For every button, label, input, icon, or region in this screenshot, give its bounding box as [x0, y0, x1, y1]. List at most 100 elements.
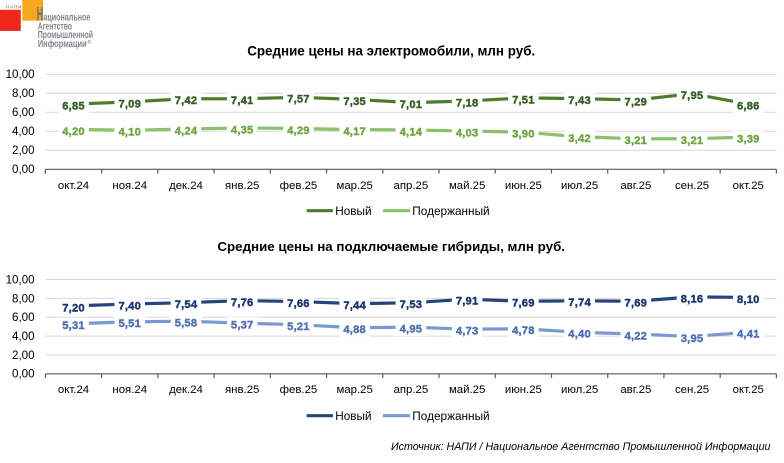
svg-text:0,00: 0,00 [12, 163, 35, 176]
svg-text:апр.25: апр.25 [394, 384, 429, 396]
svg-text:7,69: 7,69 [512, 298, 535, 310]
svg-text:7,43: 7,43 [568, 95, 591, 107]
svg-text:4,41: 4,41 [737, 329, 760, 341]
svg-text:7,95: 7,95 [681, 90, 704, 102]
svg-text:4,17: 4,17 [343, 126, 366, 138]
svg-text:Средние цены на подключаемые г: Средние цены на подключаемые гибриды, мл… [217, 239, 565, 254]
svg-text:7,44: 7,44 [343, 300, 366, 312]
svg-text:ноя.24: ноя.24 [112, 384, 147, 396]
svg-text:7,54: 7,54 [175, 299, 198, 311]
svg-text:4,88: 4,88 [343, 324, 366, 336]
svg-text:7,20: 7,20 [62, 302, 85, 314]
svg-text:5,51: 5,51 [118, 318, 141, 330]
svg-text:Новый: Новый [335, 409, 371, 423]
svg-text:Промышленной: Промышленной [38, 30, 93, 41]
svg-text:7,76: 7,76 [231, 297, 254, 309]
svg-text:2,00: 2,00 [12, 144, 35, 157]
svg-text:ноя.24: ноя.24 [112, 180, 147, 192]
svg-text:10,00: 10,00 [6, 68, 35, 81]
svg-text:7,91: 7,91 [456, 296, 479, 308]
svg-text:дек.24: дек.24 [169, 180, 203, 192]
svg-text:7,29: 7,29 [625, 96, 648, 108]
svg-text:ациональное: ациональное [43, 13, 90, 24]
svg-text:июн.25: июн.25 [505, 180, 542, 192]
svg-text:сен.25: сен.25 [675, 384, 709, 396]
svg-text:май.25: май.25 [449, 384, 485, 396]
svg-text:Подержанный: Подержанный [412, 204, 489, 218]
svg-text:3,90: 3,90 [512, 129, 535, 141]
svg-text:окт.24: окт.24 [58, 384, 89, 396]
svg-text:сен.25: сен.25 [675, 180, 709, 192]
svg-text:Подержанный: Подержанный [412, 409, 489, 423]
svg-text:янв.25: янв.25 [225, 384, 259, 396]
svg-text:Информации: Информации [38, 38, 87, 50]
svg-text:4,14: 4,14 [400, 126, 423, 138]
svg-text:5,31: 5,31 [62, 320, 85, 332]
svg-text:янв.25: янв.25 [225, 180, 259, 192]
svg-text:4,95: 4,95 [400, 324, 423, 336]
svg-text:мар.25: мар.25 [336, 180, 372, 192]
svg-text:7,74: 7,74 [568, 297, 591, 309]
svg-text:мар.25: мар.25 [336, 384, 372, 396]
svg-text:4,03: 4,03 [456, 127, 479, 139]
svg-text:7,69: 7,69 [625, 298, 648, 310]
svg-text:6,00: 6,00 [12, 106, 35, 119]
svg-text:Новый: Новый [335, 204, 371, 218]
svg-text:авг.25: авг.25 [620, 384, 651, 396]
svg-text:8,10: 8,10 [737, 294, 760, 306]
svg-text:3,95: 3,95 [681, 333, 704, 345]
svg-text:6,85: 6,85 [62, 101, 85, 113]
svg-text:4,29: 4,29 [287, 125, 310, 137]
svg-text:апр.25: апр.25 [394, 180, 429, 192]
svg-text:10,00: 10,00 [6, 273, 35, 286]
svg-text:НАПИ: НАПИ [6, 5, 22, 10]
svg-text:6,86: 6,86 [737, 100, 760, 112]
svg-text:®: ® [87, 39, 91, 46]
svg-text:Агентство: Агентство [38, 21, 72, 32]
svg-text:Средние цены на электромобили,: Средние цены на электромобили, млн руб. [247, 43, 535, 58]
svg-text:8,16: 8,16 [681, 293, 704, 305]
svg-text:окт.24: окт.24 [58, 180, 89, 192]
svg-text:5,58: 5,58 [175, 318, 198, 330]
svg-text:7,42: 7,42 [175, 95, 198, 107]
svg-text:май.25: май.25 [449, 180, 485, 192]
svg-text:фев.25: фев.25 [280, 180, 318, 192]
svg-text:8,00: 8,00 [12, 292, 35, 305]
svg-text:окт.25: окт.25 [733, 180, 764, 192]
svg-text:4,20: 4,20 [62, 126, 85, 138]
svg-text:окт.25: окт.25 [733, 384, 764, 396]
svg-text:7,41: 7,41 [231, 95, 254, 107]
svg-text:3,21: 3,21 [625, 135, 648, 147]
svg-text:Н: Н [37, 5, 44, 26]
svg-text:7,66: 7,66 [287, 298, 310, 310]
svg-text:0,00: 0,00 [12, 368, 35, 381]
svg-text:7,35: 7,35 [343, 96, 366, 108]
svg-text:авг.25: авг.25 [620, 180, 651, 192]
svg-text:дек.24: дек.24 [169, 384, 203, 396]
svg-text:7,57: 7,57 [287, 94, 310, 106]
svg-text:4,78: 4,78 [512, 325, 535, 337]
svg-text:июл.25: июл.25 [561, 180, 598, 192]
svg-text:4,73: 4,73 [456, 326, 479, 338]
svg-text:7,09: 7,09 [118, 98, 141, 110]
svg-text:3,21: 3,21 [681, 135, 704, 147]
svg-text:Источник: НАПИ / Национальное: Источник: НАПИ / Национальное Агентство … [391, 441, 771, 453]
svg-text:3,39: 3,39 [737, 133, 760, 145]
svg-text:5,37: 5,37 [231, 320, 254, 332]
svg-text:6,00: 6,00 [12, 311, 35, 324]
svg-text:7,51: 7,51 [512, 94, 535, 106]
svg-text:2,00: 2,00 [12, 349, 35, 362]
svg-text:4,22: 4,22 [625, 330, 648, 342]
svg-text:июн.25: июн.25 [505, 384, 542, 396]
svg-text:4,24: 4,24 [175, 125, 198, 137]
svg-text:июл.25: июл.25 [561, 384, 598, 396]
svg-text:4,10: 4,10 [118, 127, 141, 139]
svg-text:5,21: 5,21 [287, 321, 310, 333]
svg-text:7,01: 7,01 [400, 99, 423, 111]
svg-text:4,35: 4,35 [231, 124, 254, 136]
svg-text:7,53: 7,53 [400, 299, 423, 311]
svg-text:фев.25: фев.25 [280, 384, 318, 396]
svg-text:7,18: 7,18 [456, 97, 479, 109]
svg-text:3,42: 3,42 [568, 133, 591, 145]
svg-text:4,40: 4,40 [568, 329, 591, 341]
